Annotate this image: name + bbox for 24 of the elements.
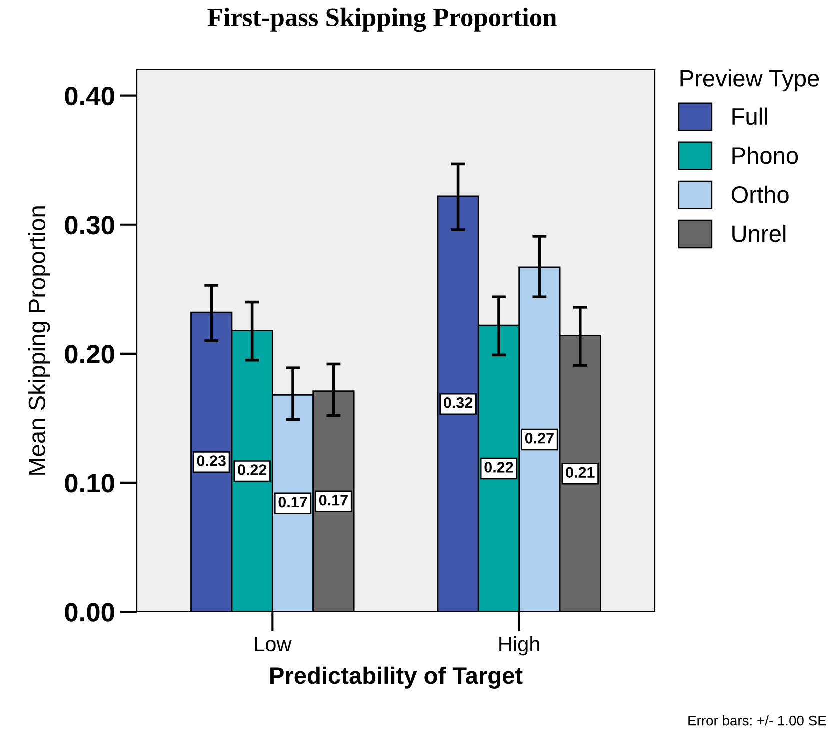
legend-label: Full bbox=[732, 108, 768, 126]
data-label: 0.21 bbox=[566, 467, 595, 478]
x-tick-label: High bbox=[500, 636, 540, 656]
data-label: 0.17 bbox=[278, 496, 308, 508]
chart-title: First-pass Skipping Proportion bbox=[208, 8, 557, 32]
data-label: 0.23 bbox=[197, 456, 226, 466]
y-tick-label: 0.30 bbox=[65, 216, 114, 235]
data-label: 0.22 bbox=[484, 462, 514, 473]
y-tick-label: 0.20 bbox=[65, 345, 114, 364]
data-label: 0.17 bbox=[319, 494, 348, 506]
legend-title: Preview Type bbox=[680, 70, 820, 92]
data-label: 0.27 bbox=[525, 433, 554, 444]
y-tick-label: 0.00 bbox=[65, 603, 114, 622]
legend-label: Unrel bbox=[732, 224, 786, 242]
x-tick-label: Low bbox=[255, 637, 292, 652]
legend-label: Ortho bbox=[732, 186, 789, 204]
data-label: 0.32 bbox=[444, 398, 473, 408]
y-tick-label: 0.10 bbox=[65, 474, 114, 493]
data-label: 0.22 bbox=[238, 464, 267, 476]
legend-label: Phono bbox=[732, 146, 798, 164]
y-tick-label: 0.40 bbox=[65, 86, 114, 106]
x-axis-title: Predictability of Target bbox=[270, 666, 523, 689]
text: Error bars: +/- 1.00 SE bbox=[688, 716, 826, 726]
y-axis-title: Mean Skipping Proportion bbox=[28, 206, 50, 475]
